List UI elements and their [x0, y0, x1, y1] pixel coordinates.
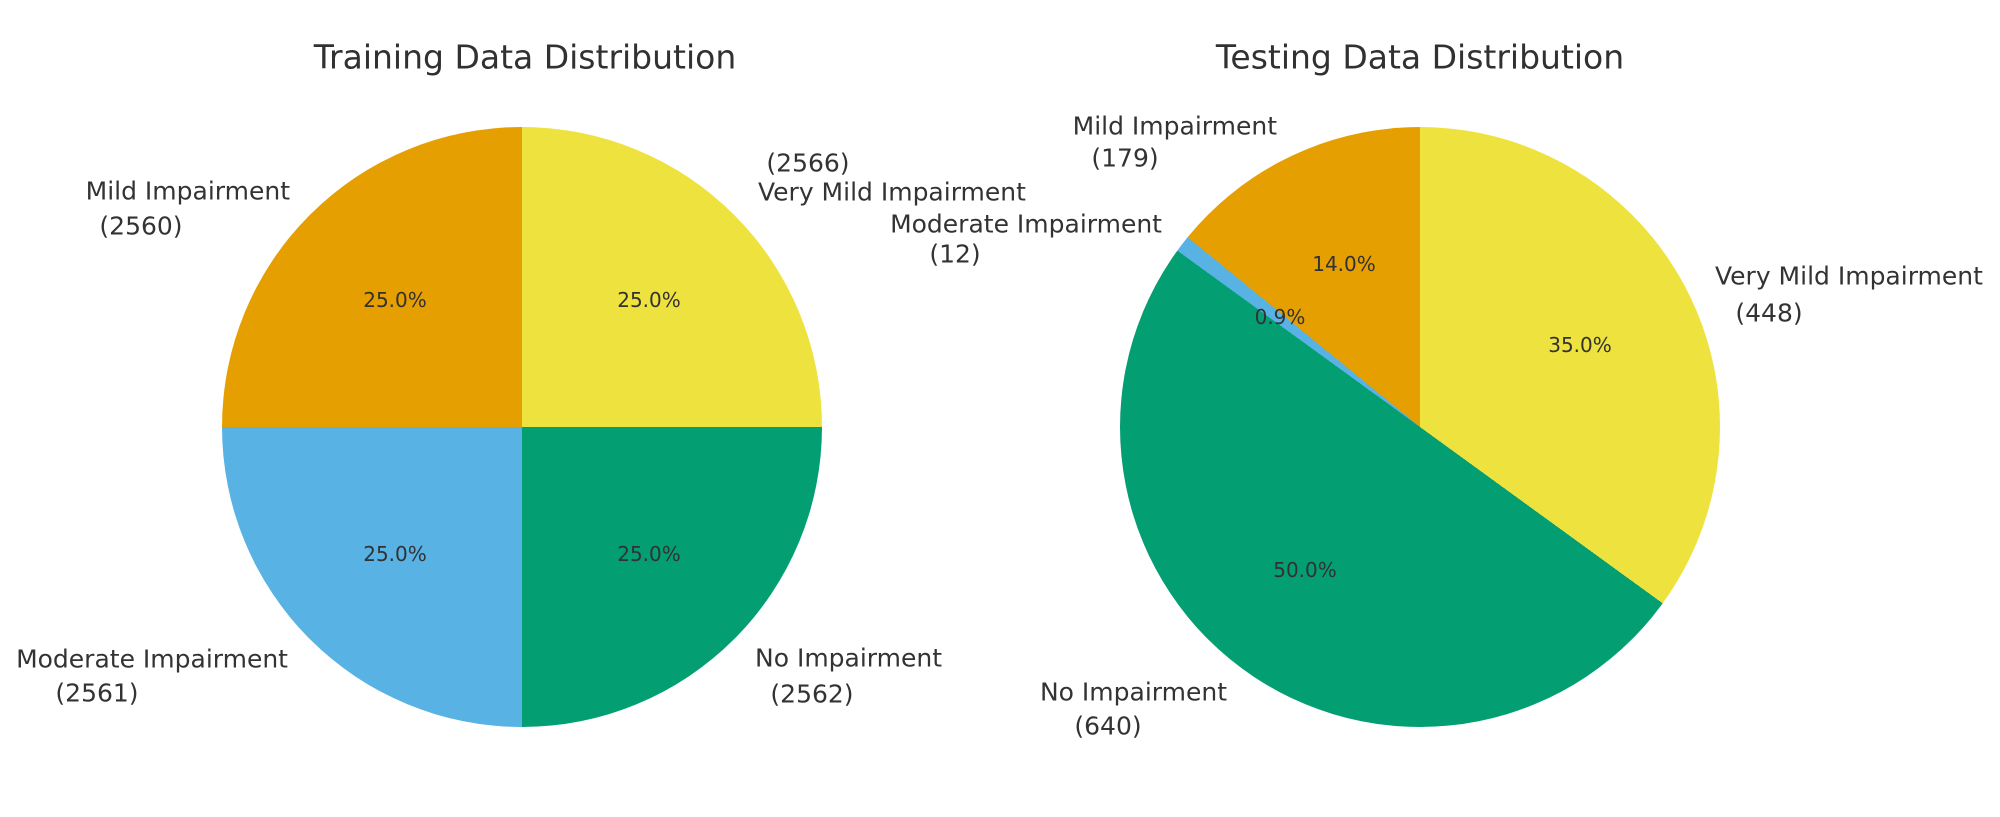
training-moderate-count: (2561) [55, 678, 139, 708]
testing-no-impairment-count: (640) [1074, 711, 1142, 741]
testing-mild-label: Mild Impairment [1072, 111, 1277, 141]
training-chart-title: Training Data Distribution [313, 37, 737, 77]
testing-no-impairment-pct: 50.0% [1273, 558, 1337, 582]
testing-no-impairment-label: No Impairment [1039, 677, 1227, 707]
testing-mild-count: (179) [1091, 143, 1159, 173]
training-very-mild-pct: 25.0% [617, 288, 681, 312]
training-very-mild-label: Very Mild Impairment [758, 177, 1026, 207]
training-pie [222, 127, 822, 727]
testing-very-mild-count: (448) [1735, 298, 1803, 328]
training-no-impairment-label: No Impairment [755, 643, 943, 673]
testing-mild-pct: 14.0% [1312, 252, 1376, 276]
training-mild-label: Mild Impairment [85, 176, 290, 206]
training-moderate-label: Moderate Impairment [16, 644, 288, 674]
training-no-impairment-count: (2562) [770, 679, 854, 709]
testing-moderate-pct: 0.9% [1254, 305, 1306, 329]
testing-very-mild-label: Very Mild Impairment [1715, 261, 1983, 291]
testing-moderate-label: Moderate Impairment [890, 209, 1162, 239]
testing-moderate-count: (12) [929, 239, 981, 269]
testing-very-mild-pct: 35.0% [1548, 333, 1612, 357]
training-mild-pct: 25.0% [363, 288, 427, 312]
training-mild-count: (2560) [99, 211, 183, 241]
training-very-mild-count: (2566) [766, 148, 850, 178]
testing-pie [1120, 127, 1720, 727]
testing-chart-title: Testing Data Distribution [1215, 37, 1625, 77]
training-no-impairment-pct: 25.0% [617, 542, 681, 566]
training-moderate-pct: 25.0% [363, 542, 427, 566]
